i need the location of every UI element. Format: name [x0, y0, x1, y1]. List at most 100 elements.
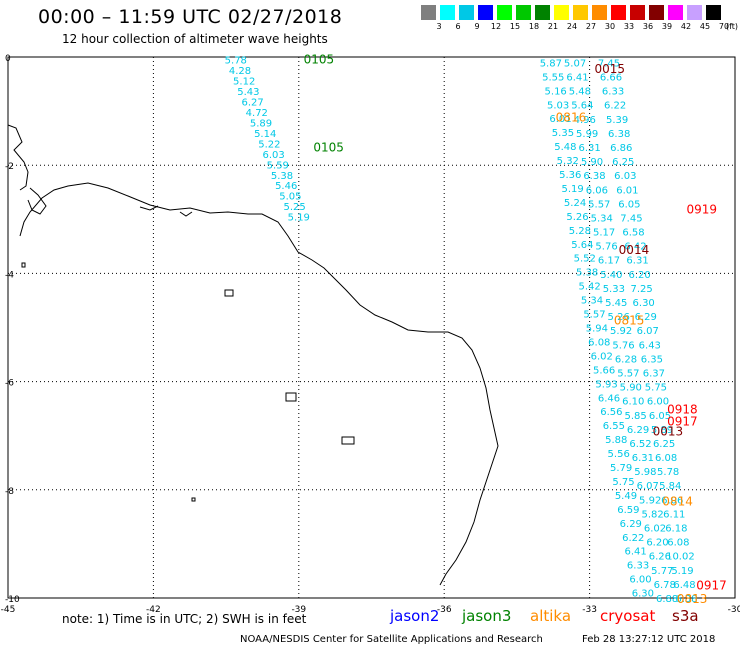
wave-height-value: 5.16: [545, 86, 567, 97]
lon-tick-label: -45: [1, 605, 16, 615]
wave-height-value: 5.43: [237, 87, 259, 98]
wave-height-value: 6.66: [600, 73, 622, 84]
wave-height-value: 5.89: [250, 118, 272, 129]
wave-height-value: 6.07: [637, 326, 659, 337]
wave-height-value: 5.39: [606, 115, 628, 126]
wave-height-value: 10.02: [666, 552, 695, 563]
wave-height-value: 5.35: [552, 128, 574, 139]
wave-height-value: 5.88: [605, 435, 627, 446]
wave-height-value: 6.17: [598, 256, 620, 267]
wave-height-value: 6.58: [622, 228, 644, 239]
wave-height-value: 5.40: [600, 270, 622, 281]
coastline: [7, 124, 499, 586]
wave-height-value: 6.38: [583, 171, 605, 182]
pass-time-label: 0105: [313, 140, 344, 154]
lon-tick-label: -42: [146, 605, 161, 615]
wave-height-value: 5.94: [586, 324, 608, 335]
wave-height-value: 5.38: [576, 268, 598, 279]
wave-height-value: 6.22: [622, 533, 644, 544]
pass-time-label: 0105: [304, 53, 335, 67]
wave-height-value: 5.03: [547, 100, 569, 111]
wave-height-value: 5.19: [288, 213, 310, 224]
wave-height-value: 4.96: [574, 115, 596, 126]
wave-height-value: 6.52: [629, 439, 651, 450]
wave-height-value: 6.28: [615, 354, 637, 365]
wave-height-value: 6.48: [673, 580, 695, 591]
wave-height-value: 6.59: [617, 505, 639, 516]
pass-time-label: 0918: [667, 403, 698, 417]
lake-4: [21, 262, 26, 268]
wave-height-value: 5.17: [593, 228, 615, 239]
wave-height-value: 4.28: [229, 66, 251, 77]
legend-bin-label: 21: [547, 22, 559, 31]
legend-bin-label: 33: [623, 22, 635, 31]
legend-swatch: [611, 5, 626, 20]
legend-swatch: [668, 5, 683, 20]
wave-height-value: 4.72: [246, 108, 268, 119]
south-america-coastline: [19, 182, 499, 586]
lake-1: [224, 289, 234, 297]
wave-height-value: 5.26: [566, 212, 588, 223]
legend-unit: (ft): [725, 22, 739, 31]
delta-islands: [27, 187, 47, 215]
wave-height-value: 6.29: [620, 519, 642, 530]
wave-height-value: 5.45: [605, 298, 627, 309]
wave-height-value: 6.30: [632, 589, 654, 600]
legend-swatch: [706, 5, 721, 20]
map-frame: [7, 56, 736, 599]
pass-time-label: 0816: [556, 111, 587, 125]
wave-height-value: 6.35: [641, 354, 663, 365]
wave-height-value: 5.52: [574, 254, 596, 265]
wave-height-value: 6.25: [612, 157, 634, 168]
pass-time-label: 0815: [614, 313, 645, 327]
wave-height-value: 6.22: [604, 101, 626, 112]
legend-swatch: [440, 5, 455, 20]
wave-height-value: 6.43: [639, 340, 661, 351]
wave-height-value: 5.57: [583, 310, 605, 321]
satellite-name: jason2: [390, 607, 440, 625]
wave-height-value: 5.89: [651, 425, 673, 436]
wave-height-value: 6.86: [610, 143, 632, 154]
lat-tick-label: -4: [5, 270, 14, 280]
legend-bin-label: 18: [528, 22, 540, 31]
pass-time-label: 0015: [594, 62, 625, 76]
wave-height-value: 5.26: [608, 312, 630, 323]
wave-height-value: 5.78: [225, 56, 247, 67]
legend-bin-label: 30: [604, 22, 616, 31]
axis-labels: -45 -42 -39 -36 -33 -30 0 -2 -4 -6 -8 -10: [1, 54, 740, 615]
wave-height-value: 6.08: [667, 538, 689, 549]
wave-height-value: 6.00: [647, 397, 669, 408]
wave-height-value: 6.55: [603, 421, 625, 432]
wave-height-value: 6.78: [654, 580, 676, 591]
wave-height-value: 6.38: [608, 129, 630, 140]
wave-height-value: 6.03: [614, 171, 636, 182]
wave-height-value: 6.30: [633, 298, 655, 309]
wave-height-value: 5.66: [593, 365, 615, 376]
wave-height-value: 5.57: [588, 199, 610, 210]
wave-height-value: 5.87: [540, 58, 562, 69]
wave-height-value: 5.33: [603, 284, 625, 295]
wave-height-value: 6.06: [586, 185, 608, 196]
wave-height-value: 6.31: [632, 453, 654, 464]
wave-height-value: 5.64: [571, 240, 593, 251]
wave-height-value: 5.99: [576, 129, 598, 140]
wave-height-value: 5.22: [258, 139, 280, 150]
wave-height-value: 5.75: [645, 383, 667, 394]
wave-height-value: 6.33: [627, 561, 649, 572]
legend-bin-label: 12: [490, 22, 502, 31]
wave-height-value: 5.77: [651, 566, 673, 577]
wave-height-value: 5.82: [641, 509, 663, 520]
wave-height-value: 5.92: [610, 326, 632, 337]
wave-height-value: 6.18: [665, 524, 687, 535]
wave-height-value: 5.19: [671, 566, 693, 577]
lake-5: [191, 497, 196, 502]
wave-height-value: 6.02: [591, 351, 613, 362]
wave-height-value: 6.01: [616, 185, 638, 196]
legend-swatch: [421, 5, 436, 20]
wave-height-value: 5.12: [233, 77, 255, 88]
wave-height-value: 6.25: [653, 439, 675, 450]
legend-swatch: [592, 5, 607, 20]
legend-bin-label: 6: [455, 22, 461, 31]
wave-height-value: 5.07: [564, 58, 586, 69]
legend-swatch: [630, 5, 645, 20]
